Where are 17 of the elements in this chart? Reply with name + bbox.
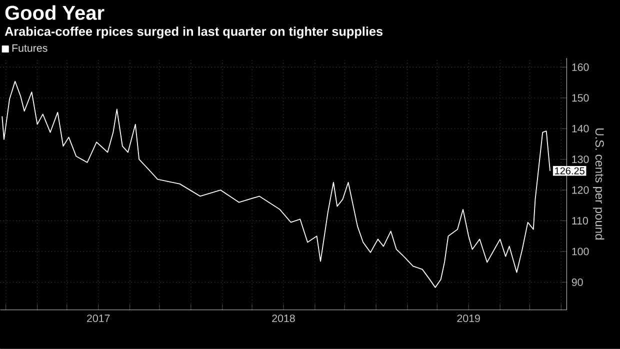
y-tick-label: 90: [572, 278, 583, 286]
y-tick-label: 120: [572, 186, 589, 194]
y-axis-title: U.S. cents per pound: [593, 128, 604, 240]
chart-title: Good Year: [5, 5, 104, 20]
y-tick-label: 130: [572, 156, 589, 164]
y-tick-label: 100: [572, 248, 589, 256]
line-series: [2, 80, 551, 288]
x-tick-label: 2019: [457, 314, 480, 322]
x-tick-label: 2017: [87, 314, 110, 322]
y-tick-label: 150: [572, 94, 589, 102]
chart-subtitle: Arabica-coffee rpices surged in last quarter on tighter supplies: [4, 26, 383, 39]
x-tick-label: 2018: [272, 314, 295, 322]
y-tick-label: 110: [572, 217, 588, 225]
y-tick-label: 140: [572, 124, 589, 132]
y-tick-label: 160: [572, 63, 589, 72]
data-label: 126.25: [555, 167, 584, 174]
legend-label: Futures: [12, 44, 48, 52]
